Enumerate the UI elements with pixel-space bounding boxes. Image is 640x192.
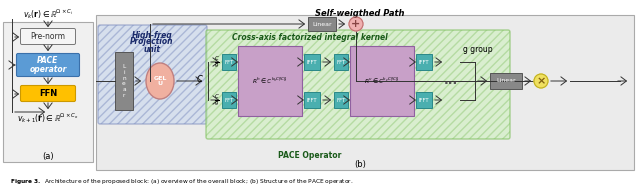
Text: C: C [197, 74, 203, 84]
Circle shape [349, 17, 363, 31]
Text: FFT: FFT [336, 60, 346, 65]
Text: FFT: FFT [224, 98, 234, 103]
Bar [96, 15, 634, 170]
Text: PACE
operator: PACE operator [29, 56, 67, 74]
Bar [304, 92, 320, 108]
Text: $R^h \in \mathbb{C}^{k_h C_i^g C_o^g}$: $R^h \in \mathbb{C}^{k_h C_i^g C_o^g}$ [252, 76, 288, 86]
Bar [490, 73, 522, 89]
Bar [222, 54, 236, 70]
FancyBboxPatch shape [17, 54, 79, 76]
Text: $\bf{Figure\ 3.}$  Architecture of the proposed block: (a) overview of the overa: $\bf{Figure\ 3.}$ Architecture of the pr… [10, 176, 353, 185]
Text: (a): (a) [42, 151, 54, 161]
Text: ×: × [536, 76, 546, 86]
Text: (b): (b) [354, 160, 366, 169]
Bar [334, 92, 348, 108]
Text: IFFT: IFFT [307, 60, 317, 65]
Bar [238, 46, 302, 116]
Bar [334, 54, 348, 70]
Bar [416, 92, 432, 108]
Text: FFT: FFT [336, 98, 346, 103]
Bar [350, 46, 414, 116]
Text: PACE Operator: PACE Operator [278, 151, 342, 160]
Text: $R^v \in \mathbb{C}^{k_v C_i^g C_o^g}$: $R^v \in \mathbb{C}^{k_v C_i^g C_o^g}$ [364, 76, 399, 86]
Bar [3, 22, 93, 162]
Text: IFFT: IFFT [307, 98, 317, 103]
Bar [115, 52, 133, 110]
Bar [304, 54, 320, 70]
FancyBboxPatch shape [20, 85, 76, 102]
Text: GEL
U: GEL U [154, 76, 166, 86]
FancyBboxPatch shape [98, 25, 207, 124]
Text: Projection: Projection [131, 37, 173, 46]
Text: Pre-norm: Pre-norm [31, 32, 65, 41]
Text: Self-weigthed Path: Self-weigthed Path [316, 8, 404, 17]
FancyBboxPatch shape [20, 28, 76, 45]
Text: unit: unit [143, 45, 161, 54]
Text: FFN: FFN [39, 89, 57, 98]
Text: Cross-axis factorized integral kernel: Cross-axis factorized integral kernel [232, 33, 388, 42]
Text: ...: ... [444, 74, 458, 88]
Text: IFFT: IFFT [419, 60, 429, 65]
Text: High-freq: High-freq [132, 31, 172, 40]
Text: +: + [351, 19, 360, 29]
Text: $v_{k+1}(\mathbf{r}) \in \mathbb{R}^{\Omega \times C_o}$: $v_{k+1}(\mathbf{r}) \in \mathbb{R}^{\Om… [17, 111, 79, 125]
Text: g group: g group [463, 45, 493, 54]
Text: $\frac{C}{g}$: $\frac{C}{g}$ [214, 54, 220, 70]
Text: IFFT: IFFT [419, 98, 429, 103]
Ellipse shape [146, 63, 174, 99]
Bar [222, 92, 236, 108]
Bar [416, 54, 432, 70]
FancyBboxPatch shape [206, 30, 510, 139]
Circle shape [534, 74, 548, 88]
Text: Linear: Linear [312, 22, 332, 26]
Text: $v_k(\mathbf{r}) \in \mathbb{R}^{\Omega \times C_i}$: $v_k(\mathbf{r}) \in \mathbb{R}^{\Omega … [23, 7, 73, 21]
Bar [308, 17, 336, 31]
Text: FFT: FFT [224, 60, 234, 65]
Text: L
i
n
e
a
r: L i n e a r [122, 64, 126, 98]
Text: Linear: Linear [496, 79, 516, 84]
Text: $\frac{C}{g}$: $\frac{C}{g}$ [214, 92, 220, 108]
